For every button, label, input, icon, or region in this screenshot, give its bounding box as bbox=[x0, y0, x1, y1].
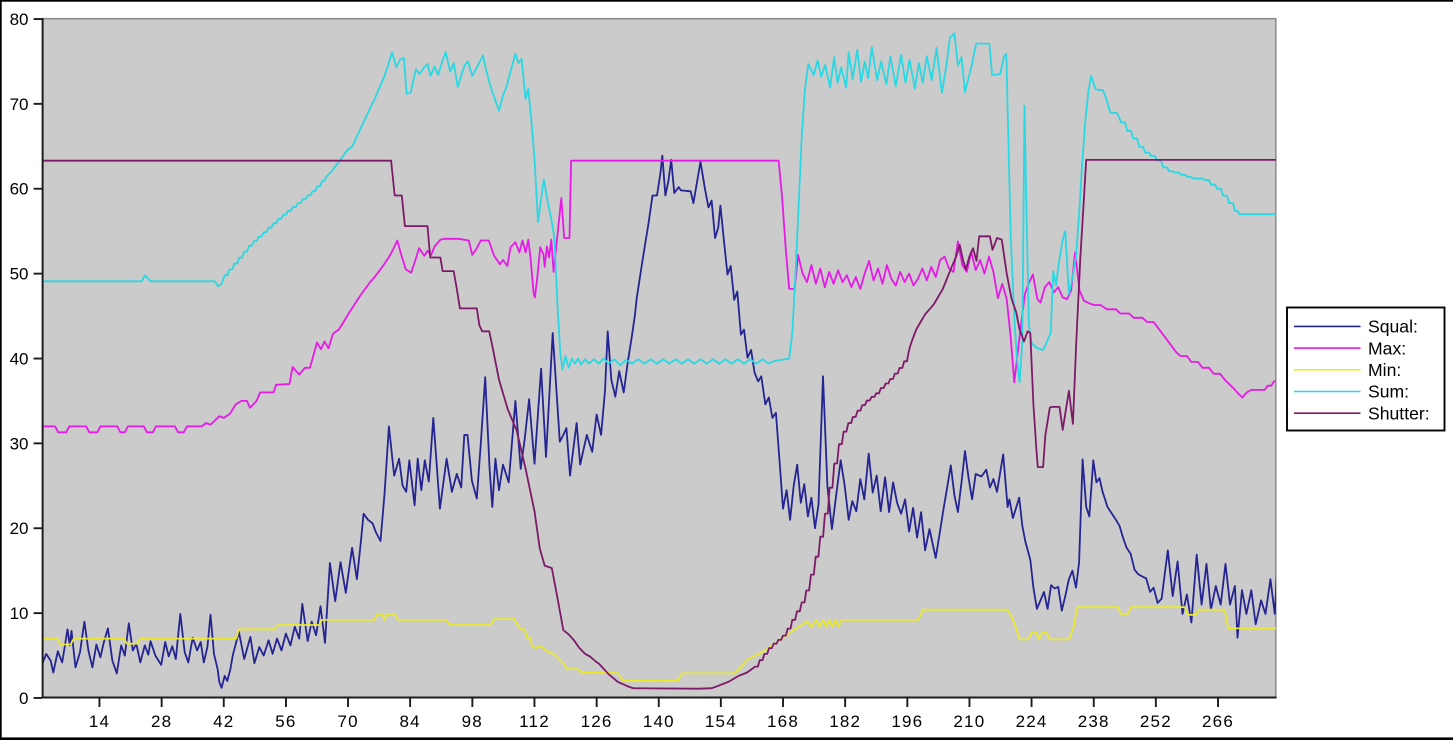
svg-text:154: 154 bbox=[705, 712, 737, 731]
svg-text:50: 50 bbox=[10, 265, 29, 284]
svg-text:14: 14 bbox=[89, 712, 110, 731]
svg-text:Squal:: Squal: bbox=[1368, 317, 1418, 337]
svg-text:196: 196 bbox=[891, 712, 923, 731]
svg-text:224: 224 bbox=[1016, 712, 1048, 731]
svg-text:Max:: Max: bbox=[1368, 338, 1406, 358]
svg-text:70: 70 bbox=[10, 95, 29, 114]
svg-text:266: 266 bbox=[1202, 712, 1234, 731]
svg-text:210: 210 bbox=[953, 712, 985, 731]
svg-text:Min:: Min: bbox=[1368, 360, 1401, 380]
svg-text:0: 0 bbox=[19, 689, 28, 708]
svg-text:98: 98 bbox=[462, 712, 483, 731]
svg-text:70: 70 bbox=[337, 712, 358, 731]
svg-text:182: 182 bbox=[829, 712, 861, 731]
svg-text:84: 84 bbox=[400, 712, 421, 731]
svg-text:238: 238 bbox=[1078, 712, 1110, 731]
svg-text:20: 20 bbox=[10, 519, 29, 538]
svg-text:28: 28 bbox=[151, 712, 172, 731]
svg-text:126: 126 bbox=[581, 712, 613, 731]
svg-text:140: 140 bbox=[643, 712, 675, 731]
svg-text:40: 40 bbox=[10, 350, 29, 369]
svg-text:112: 112 bbox=[519, 712, 550, 731]
svg-text:252: 252 bbox=[1140, 712, 1172, 731]
svg-text:30: 30 bbox=[10, 434, 29, 453]
svg-text:Shutter:: Shutter: bbox=[1368, 403, 1430, 423]
svg-text:60: 60 bbox=[10, 180, 29, 199]
svg-text:80: 80 bbox=[10, 10, 29, 29]
svg-text:42: 42 bbox=[213, 712, 234, 731]
svg-text:168: 168 bbox=[767, 712, 799, 731]
svg-text:56: 56 bbox=[275, 712, 296, 731]
svg-text:Sum:: Sum: bbox=[1368, 382, 1409, 402]
svg-text:10: 10 bbox=[10, 604, 29, 623]
